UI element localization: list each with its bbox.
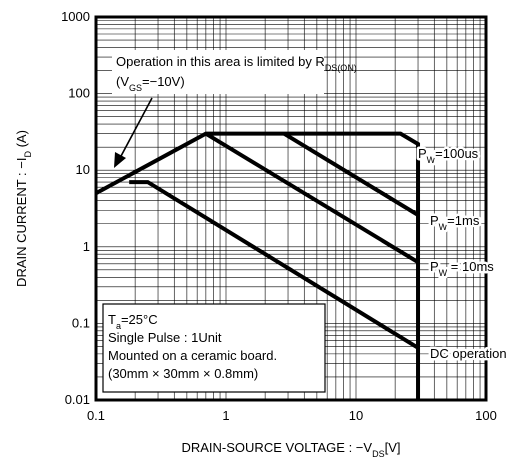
curve (129, 180, 420, 350)
condition: (30mm × 30mm × 0.8mm) (108, 366, 258, 381)
x-tick-label: 100 (475, 408, 497, 423)
curve-label-part: = 10ms (447, 259, 494, 274)
x-axis-label: DRAIN-SOURCE VOLTAGE : −VDS[V] (181, 440, 400, 459)
conditions-box (102, 303, 326, 393)
annotation-part: =−10V) (142, 74, 185, 89)
condition-part: Mounted on a ceramic board. (108, 348, 277, 363)
y-tick-label: 1000 (61, 9, 90, 24)
x-axis-label-part: DRAIN-SOURCE VOLTAGE : −V (181, 440, 372, 455)
y-tick-label: 0.1 (72, 315, 90, 330)
x-tick-label: 0.1 (87, 408, 105, 423)
curve-label-part: DC operation (430, 346, 507, 361)
curve-label-part: P (430, 213, 439, 228)
y-axis-label: DRAIN CURRENT : −ID (A) (14, 130, 33, 287)
curve (95, 131, 421, 400)
y-tick-label: 1 (83, 239, 90, 254)
y-axis-label-part: DRAIN CURRENT : −I (14, 158, 29, 287)
y-tick-label: 10 (76, 162, 90, 177)
x-axis-label-part: DS (372, 449, 385, 459)
annotation-part: (V (116, 74, 129, 89)
plot-frame (94, 15, 488, 402)
annotation: Operation in this area is limited by RDS… (116, 54, 357, 73)
y-axis-label-part: D (23, 151, 33, 158)
curve-label-part: W (439, 222, 448, 232)
curve-label: DC operation (430, 346, 507, 361)
condition-part: =25°C (121, 312, 158, 327)
x-axis-label-part: [V] (385, 440, 401, 455)
y-axis-label-part: (A) (14, 130, 29, 151)
curve-label: PW = 10ms (430, 259, 494, 278)
annotation-background (112, 50, 324, 94)
annotation: (VGS=−10V) (116, 74, 185, 93)
condition-part: a (116, 321, 121, 331)
curve (204, 131, 420, 264)
curve-label-part: =100us (435, 146, 479, 161)
curve-label: PW=100us (418, 146, 479, 165)
condition: Mounted on a ceramic board. (108, 348, 277, 363)
condition: Ta=25°C (108, 312, 158, 331)
curve-label-part: W (427, 155, 436, 165)
curve-label-part: P (418, 146, 427, 161)
arrow-shaft (119, 97, 153, 159)
x-tick-label: 10 (349, 408, 363, 423)
x-tick-label: 1 (222, 408, 229, 423)
y-tick-label: 0.01 (65, 392, 90, 407)
condition-part: Single Pulse : 1Unit (108, 330, 222, 345)
annotation-part: Operation in this area is limited by R (116, 54, 325, 69)
annotation-part: GS (129, 83, 142, 93)
curve-label: PW=1ms (430, 213, 480, 232)
condition-part: T (108, 312, 116, 327)
curve-label-part: =1ms (447, 213, 480, 228)
curve (283, 131, 420, 217)
y-tick-label: 100 (68, 86, 90, 101)
curve-label-part: W (439, 268, 448, 278)
annotation-part: DS(ON) (325, 63, 357, 73)
condition-part: (30mm × 30mm × 0.8mm) (108, 366, 258, 381)
condition: Single Pulse : 1Unit (108, 330, 222, 345)
arrow-head (114, 152, 126, 168)
curve-label-part: P (430, 259, 439, 274)
